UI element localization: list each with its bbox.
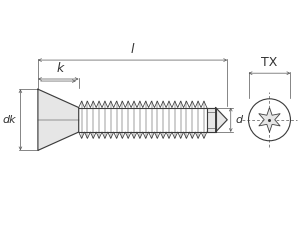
Polygon shape [259,108,280,132]
Text: l: l [131,43,134,56]
Text: d: d [236,115,243,125]
Polygon shape [207,108,216,132]
Polygon shape [38,89,79,150]
Polygon shape [216,108,227,132]
Text: TX: TX [261,56,278,69]
Text: dk: dk [2,115,16,125]
Text: k: k [56,62,63,75]
